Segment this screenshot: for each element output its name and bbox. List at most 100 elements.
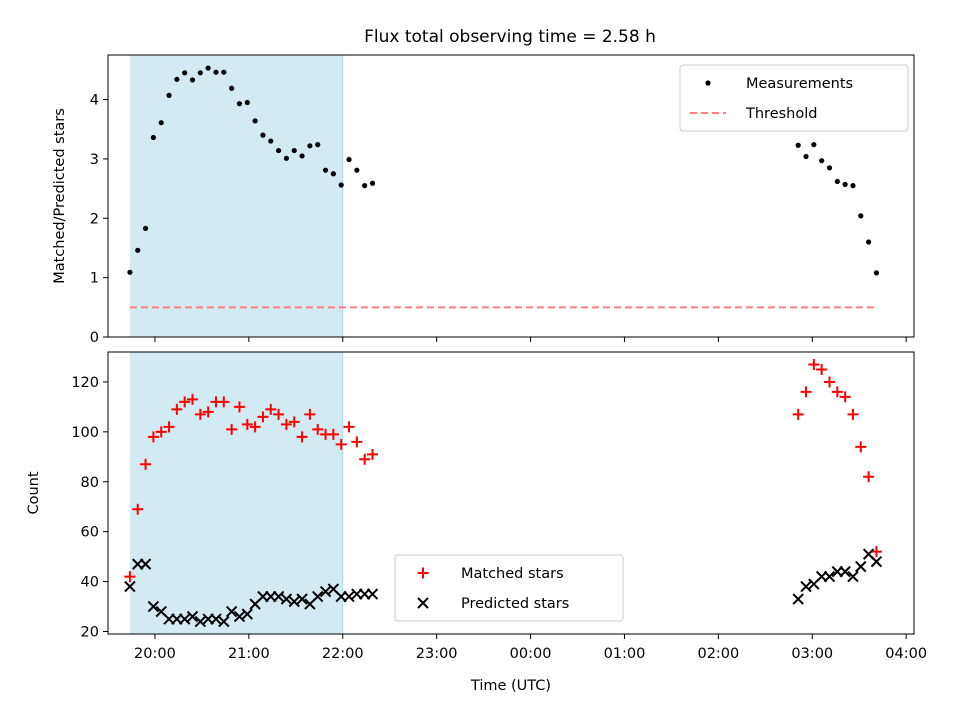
matched-stars-point [257,411,269,423]
y-tick-label: 100 [71,425,99,441]
legend-box [394,554,624,622]
matched-stars-point [171,403,183,415]
measurement-point [189,77,196,83]
matched-stars-point [280,418,292,430]
predicted-stars-point [312,590,324,603]
measurement-point [205,65,211,71]
measurement-point [260,132,266,138]
legend-predicted-swatch [417,597,429,609]
measurement-point [197,70,203,76]
predicted-stars-point [343,590,355,603]
y-axis-label: Matched/Predicted stars [52,108,68,284]
matched-stars-point [351,436,363,448]
measurement-point [307,143,313,149]
predicted-stars-point [210,613,222,625]
y-tick-label: 60 [81,525,99,541]
matched-stars-point [343,421,355,433]
legend-box [679,64,909,132]
y-tick-label: 120 [71,375,99,391]
matched-stars-point [847,408,859,420]
matched-stars-point [233,401,245,413]
star-count-panel: 20 40 60 80 100 120 Count 20:00 21:00 22:00 23:00 0… [26,351,927,694]
matched-stars-point [241,418,253,430]
y-tick-label: 40 [81,575,99,591]
measurement-point [322,167,329,173]
matched-stars-point [800,386,812,398]
x-tick-label: 20:00 [134,646,176,662]
x-tick-label: 21:00 [228,646,270,662]
predicted-stars-point [288,595,300,608]
measurement-point [803,153,809,160]
legend-entry-label: Predicted stars [461,596,569,612]
predicted-stars-point [319,585,332,598]
measurement-point [142,225,149,231]
legend-measurement-swatch [705,80,711,86]
flux-ratio-panel: 0 1 2 3 4 Matched/Predicted stars Measurements… [52,54,915,346]
matched-stars-point [335,438,347,450]
matched-stars-point [226,423,238,435]
measurement-point [858,213,864,219]
measurement-point [866,239,872,245]
measurement-point [182,70,188,76]
matched-stars-point [194,408,206,420]
measurement-point [369,180,376,186]
legend-entry-label: Matched stars [461,566,564,582]
matched-stars-point [870,546,882,558]
predicted-stars-point [218,615,230,628]
shaded-observing-window [129,352,343,634]
measurement-point [291,147,297,154]
matched-stars-point [863,471,875,483]
predicted-stars-point [233,610,246,623]
measurement-point [127,269,133,275]
measurement-point [811,142,817,148]
measurement-point [135,247,141,253]
matched-stars-point [366,448,378,460]
measurement-point [850,183,856,189]
predicted-stars-point [280,593,293,605]
y-axis-label: Count [26,471,42,514]
y-tick-label: 3 [90,152,99,168]
matched-stars-point [124,571,136,583]
matched-stars-point [823,376,835,388]
measurement-point [213,69,219,75]
y-tick-label: 4 [90,93,99,109]
matched-stars-point [187,393,199,405]
predicted-stars-point [124,580,136,593]
matched-stars-point [179,396,191,408]
predicted-stars-point [792,593,804,605]
measurement-point [842,181,848,188]
predicted-stars-point [272,590,285,603]
matched-stars-point [808,358,820,370]
measurement-point [275,147,282,154]
y-tick-label: 80 [81,475,99,491]
matched-stars-point [218,396,230,408]
measurement-point [315,142,321,148]
predicted-stars-point [855,560,867,573]
y-tick-label: 2 [90,211,99,227]
predicted-stars-point [139,558,152,570]
chart-title: Flux total observing time = 2.58 h [364,27,656,47]
measurement-point [150,134,156,141]
predicted-stars-point [870,555,883,568]
matched-stars-point [163,421,175,433]
matched-stars-point [288,416,300,428]
shaded-observing-window [129,55,343,337]
measurement-point [338,182,344,188]
matched-stars-point [816,363,828,375]
predicted-stars-point [194,615,207,628]
measurement-point [330,171,336,177]
matched-stars-point [147,431,159,443]
legend: Measurements Threshold [679,64,909,132]
matched-stars-point [140,458,152,470]
measurement-point [362,183,368,189]
predicted-stars-point [296,593,308,605]
predicted-stars-point [178,613,191,625]
legend: Matched stars Predicted stars [394,554,624,622]
matched-stars-point [155,426,167,438]
y-tick-label: 1 [90,271,99,287]
x-tick-label: 02:00 [697,646,739,662]
measurement-point [299,153,305,159]
x-tick-label: 00:00 [510,646,552,662]
matched-stars-point [359,453,371,465]
